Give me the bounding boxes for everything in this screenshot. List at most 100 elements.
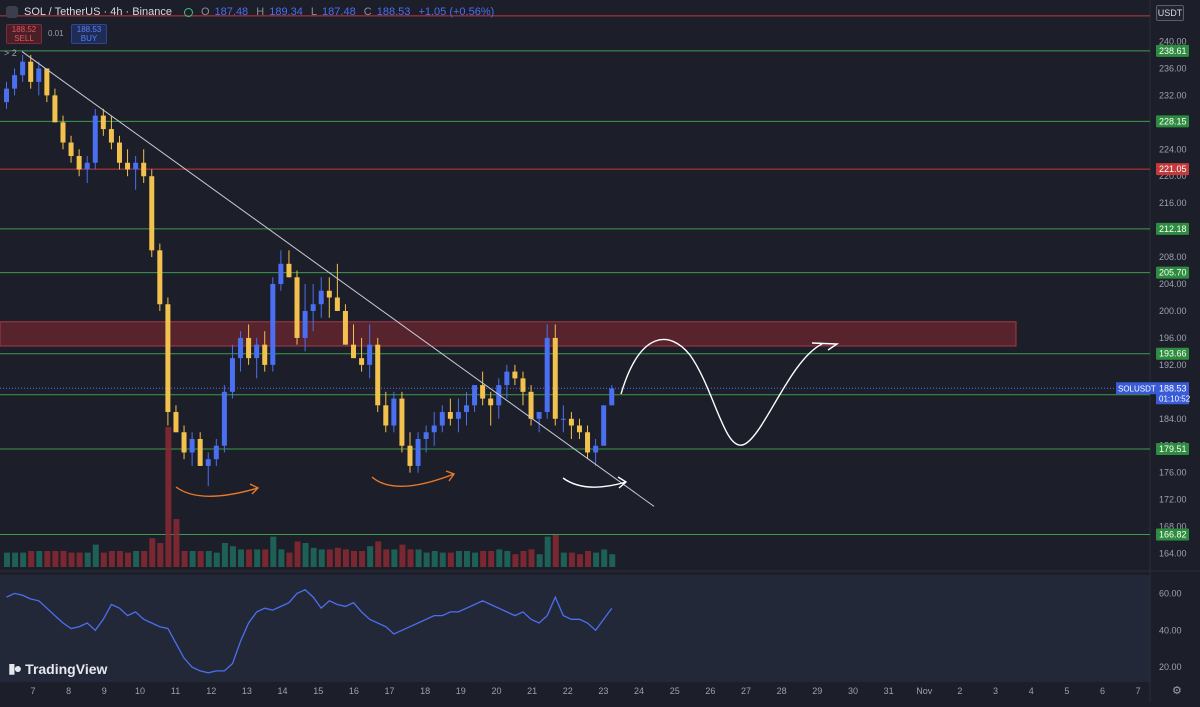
level-label: 193.66 — [1159, 349, 1187, 359]
volume-bar — [278, 549, 285, 567]
volume-bar — [334, 547, 341, 567]
symbol-badge-label: SOLUSDT — [1118, 384, 1156, 393]
market-status-icon — [183, 7, 193, 17]
price-tick-label: 196.00 — [1159, 333, 1187, 343]
time-tick-label: 9 — [102, 686, 107, 696]
candle-body — [326, 290, 332, 298]
time-tick-label: 2 — [957, 686, 962, 696]
time-tick-label: 4 — [1029, 686, 1034, 696]
time-tick-label: 14 — [278, 686, 288, 696]
candle-body — [447, 412, 453, 419]
candle-body — [439, 412, 445, 426]
volume-bar — [205, 551, 212, 567]
volume-bar — [60, 551, 67, 567]
candle-body — [157, 250, 163, 305]
time-tick-label: 25 — [670, 686, 680, 696]
gear-icon[interactable]: ⚙ — [1172, 685, 1182, 697]
open-value: 187.48 — [214, 6, 249, 18]
candle-body — [181, 432, 187, 453]
indicator-count: 2 — [11, 48, 17, 58]
volume-bar — [528, 549, 535, 567]
time-tick-label: 31 — [884, 686, 894, 696]
volume-bar — [125, 552, 132, 567]
volume-bar — [20, 552, 27, 567]
volume-bar — [44, 551, 51, 567]
time-tick-label: 17 — [384, 686, 394, 696]
candle-body — [221, 391, 227, 446]
volume-bar — [181, 551, 188, 567]
candle-body — [480, 385, 486, 399]
volume-bar — [455, 551, 462, 567]
candle-body — [108, 129, 114, 143]
buy-button[interactable]: 188.53 BUY — [71, 24, 107, 44]
candle-body — [141, 162, 147, 177]
volume-bar — [149, 538, 156, 567]
rsi-tick-label: 60.00 — [1159, 588, 1182, 598]
candle-body — [310, 304, 316, 311]
candle-body — [213, 445, 219, 460]
volume-bar — [213, 552, 220, 567]
time-tick-label: 21 — [527, 686, 537, 696]
volume-bar — [496, 549, 503, 567]
time-tick-label: 20 — [491, 686, 501, 696]
candle-body — [125, 162, 131, 170]
level-badge — [1156, 528, 1189, 541]
volume-bar — [463, 551, 470, 567]
volume-bar — [326, 549, 333, 567]
volume-bar — [197, 551, 204, 567]
price-tick-label: 208.00 — [1159, 252, 1187, 262]
time-tick-label: 18 — [420, 686, 430, 696]
volume-bar — [133, 551, 140, 567]
candle-body — [455, 412, 461, 419]
candle-body — [472, 385, 478, 406]
open-label: O — [200, 6, 210, 18]
sell-label: SELL — [14, 34, 34, 43]
candle-body — [278, 263, 284, 285]
sell-button[interactable]: 188.52 SELL — [6, 24, 42, 44]
volume-bar — [92, 544, 99, 567]
volume-bar — [601, 549, 608, 567]
candle-body — [568, 418, 574, 426]
buy-label: BUY — [80, 34, 98, 43]
symbol-title[interactable]: SOL / TetherUS · 4h · Binance — [24, 6, 172, 18]
arc-arrow — [175, 483, 260, 497]
price-tick-label: 240.00 — [1159, 36, 1187, 46]
collapse-indicators-button[interactable]: > 2 — [4, 48, 17, 58]
currency-button[interactable]: USDT — [1156, 5, 1184, 21]
time-tick-label: 29 — [812, 686, 822, 696]
volume-bar — [593, 552, 600, 567]
candle-body — [463, 405, 469, 413]
volume-bar — [318, 549, 325, 567]
candle-body — [165, 304, 171, 413]
volume-bar — [4, 552, 10, 567]
time-tick-label: 3 — [993, 686, 998, 696]
brand-name: TradingView — [25, 660, 108, 677]
volume-bar — [108, 551, 115, 567]
candle-body — [609, 388, 615, 406]
volume-bar — [173, 519, 180, 567]
time-tick-label: 7 — [30, 686, 35, 696]
tradingview-logo[interactable]: ▮● TradingView — [8, 660, 107, 677]
volume-bar — [367, 546, 374, 567]
candle-body — [20, 61, 26, 76]
time-tick-label: 26 — [705, 686, 715, 696]
candle-body — [229, 358, 235, 392]
candle-body — [520, 378, 526, 392]
price-tick-label: 176.00 — [1159, 468, 1187, 478]
rsi-panel — [0, 575, 1150, 682]
candle-body — [399, 398, 405, 446]
chevron-icon: > — [4, 48, 10, 58]
time-tick-label: 16 — [349, 686, 359, 696]
time-tick-label: 13 — [242, 686, 252, 696]
volume-bar — [52, 551, 59, 567]
candle-body — [246, 337, 252, 359]
volume-bar — [552, 535, 559, 567]
volume-bar — [512, 554, 519, 567]
candle-body — [68, 142, 74, 157]
time-tick-label: 10 — [135, 686, 145, 696]
volume-bar — [100, 552, 107, 567]
candle-body — [351, 344, 357, 359]
